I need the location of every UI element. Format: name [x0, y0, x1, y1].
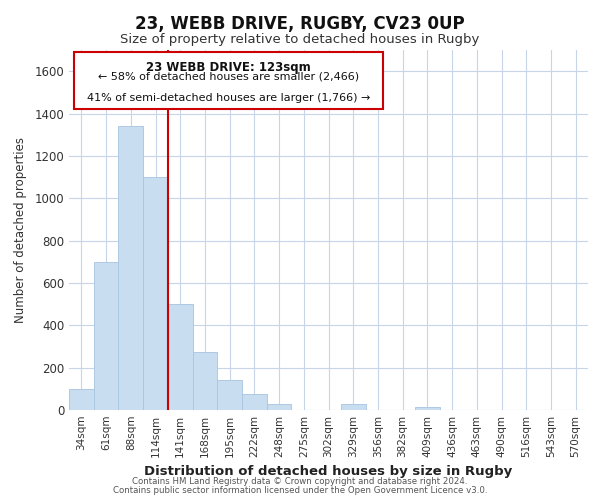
Bar	[193, 352, 217, 410]
Bar	[267, 404, 292, 410]
X-axis label: Distribution of detached houses by size in Rugby: Distribution of detached houses by size …	[145, 466, 512, 478]
Bar	[118, 126, 143, 410]
Bar	[69, 389, 94, 410]
Text: Size of property relative to detached houses in Rugby: Size of property relative to detached ho…	[121, 32, 479, 46]
FancyBboxPatch shape	[74, 52, 383, 110]
Bar	[143, 177, 168, 410]
Bar	[217, 380, 242, 410]
Text: Contains HM Land Registry data © Crown copyright and database right 2024.: Contains HM Land Registry data © Crown c…	[132, 477, 468, 486]
Text: 23, WEBB DRIVE, RUGBY, CV23 0UP: 23, WEBB DRIVE, RUGBY, CV23 0UP	[135, 15, 465, 33]
Bar	[94, 262, 118, 410]
Bar	[415, 407, 440, 410]
Bar	[242, 394, 267, 410]
Text: Contains public sector information licensed under the Open Government Licence v3: Contains public sector information licen…	[113, 486, 487, 495]
Text: 23 WEBB DRIVE: 123sqm: 23 WEBB DRIVE: 123sqm	[146, 61, 311, 74]
Text: 41% of semi-detached houses are larger (1,766) →: 41% of semi-detached houses are larger (…	[87, 93, 370, 103]
Y-axis label: Number of detached properties: Number of detached properties	[14, 137, 28, 323]
Bar	[341, 404, 365, 410]
Text: ← 58% of detached houses are smaller (2,466): ← 58% of detached houses are smaller (2,…	[98, 72, 359, 82]
Bar	[168, 304, 193, 410]
